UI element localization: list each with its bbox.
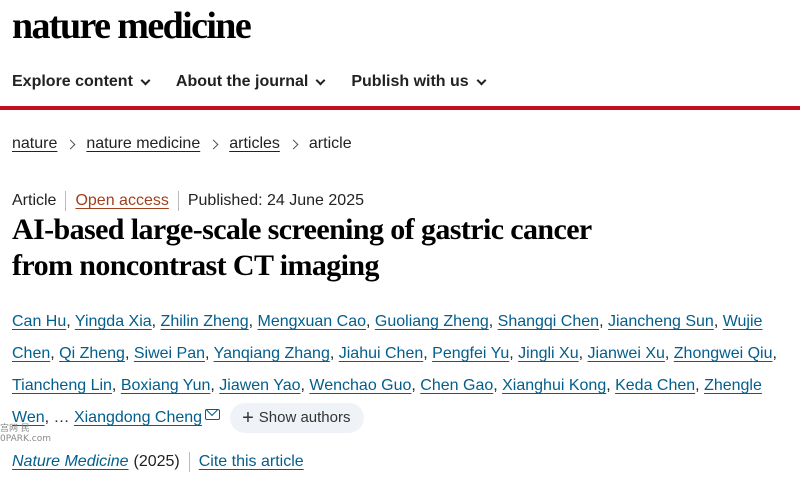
nav-about-journal[interactable]: About the journal bbox=[175, 73, 326, 91]
author-link[interactable]: Wujie Chen bbox=[12, 313, 763, 362]
nav-publish-with-us[interactable]: Publish with us bbox=[351, 73, 487, 91]
author-link[interactable]: Keda Chen bbox=[615, 377, 696, 394]
article-title-line-1: AI-based large-scale screening of gastri… bbox=[12, 213, 592, 246]
author-link[interactable]: Jiawen Yao bbox=[219, 377, 301, 394]
meta-divider bbox=[65, 191, 67, 211]
author-link[interactable]: Zhilin Zheng bbox=[160, 313, 249, 330]
author-link[interactable]: Yingda Xia bbox=[74, 313, 152, 330]
article-title: AI-based large-scale screening of gastri… bbox=[12, 212, 792, 284]
journal-logo[interactable]: nature medicine bbox=[12, 5, 252, 47]
author-link[interactable]: Shangqi Chen bbox=[497, 313, 600, 330]
author-link[interactable]: Can Hu bbox=[12, 313, 67, 330]
nav-accent-bar bbox=[0, 106, 800, 110]
author-link[interactable]: Zhongwei Qiu bbox=[673, 345, 773, 362]
author-link[interactable]: Wenchao Guo bbox=[309, 377, 412, 394]
watermark-line-2: 0PARK.com bbox=[0, 434, 51, 444]
author-link[interactable]: Guoliang Zheng bbox=[374, 313, 489, 330]
breadcrumb-articles[interactable]: articles bbox=[229, 135, 280, 152]
show-authors-label: Show authors bbox=[258, 408, 351, 426]
article-title-line-2: from noncontrast CT imaging bbox=[12, 249, 379, 282]
plus-icon: + bbox=[242, 406, 254, 429]
breadcrumb-nature[interactable]: nature bbox=[12, 135, 58, 152]
article-type: Article bbox=[12, 192, 57, 209]
chevron-down-icon bbox=[140, 75, 151, 85]
author-link[interactable]: Jianwei Xu bbox=[587, 345, 665, 362]
author-link[interactable]: Boxiang Yun bbox=[120, 377, 211, 394]
corresponding-author-link[interactable]: Xiangdong Cheng bbox=[73, 409, 203, 426]
author-link[interactable]: Tiancheng Lin bbox=[12, 377, 112, 394]
watermark: 宫网 民 0PARK.com bbox=[0, 424, 51, 444]
author-link[interactable]: Jiahui Chen bbox=[338, 345, 424, 362]
author-link[interactable]: Jingli Xu bbox=[518, 345, 579, 362]
chevron-down-icon bbox=[315, 75, 326, 85]
publication-year: (2025) bbox=[133, 453, 180, 470]
author-link[interactable]: Chen Gao bbox=[420, 377, 494, 394]
author-link[interactable]: Jiancheng Sun bbox=[607, 313, 714, 330]
email-icon[interactable] bbox=[205, 409, 221, 420]
chevron-right-icon bbox=[288, 139, 299, 149]
journal-link[interactable]: Nature Medicine bbox=[12, 453, 129, 470]
author-link[interactable]: Mengxuan Cao bbox=[257, 313, 366, 330]
author-list: Can Hu, Yingda Xia, Zhilin Zheng, Mengxu… bbox=[12, 306, 792, 434]
citation-line: Nature Medicine (2025) Cite this article bbox=[12, 451, 304, 473]
meta-divider bbox=[188, 452, 190, 472]
nav-explore-content-label: Explore content bbox=[12, 73, 133, 90]
main-nav: Explore content About the journal Publis… bbox=[0, 58, 800, 106]
author-link[interactable]: Yanqiang Zhang bbox=[213, 345, 330, 362]
author-link[interactable]: Siwei Pan bbox=[133, 345, 205, 362]
watermark-line-1: 宫网 民 bbox=[0, 424, 30, 434]
chevron-down-icon bbox=[476, 75, 487, 85]
author-link[interactable]: Zhengle Wen bbox=[12, 377, 762, 426]
nav-explore-content[interactable]: Explore content bbox=[12, 73, 151, 91]
chevron-right-icon bbox=[65, 139, 76, 149]
nav-about-journal-label: About the journal bbox=[175, 73, 309, 90]
chevron-right-icon bbox=[208, 139, 219, 149]
author-link[interactable]: Pengfei Yu bbox=[432, 345, 510, 362]
open-access-link[interactable]: Open access bbox=[75, 192, 169, 209]
nav-publish-with-us-label: Publish with us bbox=[351, 73, 469, 90]
breadcrumb-current: article bbox=[308, 135, 352, 152]
author-link[interactable]: Xianghui Kong bbox=[502, 377, 607, 394]
breadcrumb: nature nature medicine articles article bbox=[12, 133, 352, 155]
cite-article-link[interactable]: Cite this article bbox=[198, 453, 304, 470]
author-ellipsis: … bbox=[53, 409, 70, 426]
published-date: Published: 24 June 2025 bbox=[187, 192, 364, 209]
article-meta: Article Open access Published: 24 June 2… bbox=[12, 190, 364, 212]
breadcrumb-nature-medicine[interactable]: nature medicine bbox=[86, 135, 201, 152]
show-authors-button[interactable]: + Show authors bbox=[230, 402, 365, 433]
author-link[interactable]: Qi Zheng bbox=[59, 345, 125, 362]
meta-divider bbox=[177, 191, 179, 211]
